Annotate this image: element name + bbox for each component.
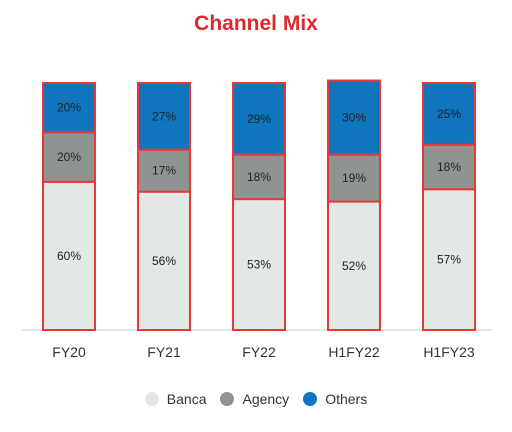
data-label-agency-h1fy23: 18% [437,160,461,174]
data-label-agency-fy20: 20% [57,150,81,164]
bar-segment-banca-fy22 [232,198,286,331]
bar-segment-banca-fy20 [42,180,96,331]
bar-segment-agency-fy22 [232,153,286,201]
legend-item-agency: Agency [220,391,289,407]
x-tick-label-h1fy22: H1FY22 [328,344,380,360]
legend-label-agency: Agency [242,391,290,407]
bar-segment-agency-fy21 [137,148,191,193]
data-label-agency-fy21: 17% [152,164,176,178]
data-label-others-fy21: 27% [152,109,176,123]
data-label-others-fy20: 20% [57,101,81,115]
legend-swatch-banca [144,392,159,406]
data-label-banca-fy20: 60% [57,249,81,263]
bar-segment-agency-h1fy23 [422,143,476,191]
x-tick-label-fy21: FY21 [147,344,181,360]
x-tick-label-h1fy23: H1FY23 [423,344,475,360]
bar-segment-others-fy20 [42,82,96,134]
data-label-banca-h1fy23: 57% [437,253,461,267]
data-label-banca-fy22: 53% [247,258,271,272]
legend-item-others: Others [303,391,367,407]
bar-segment-others-fy22 [232,82,286,156]
legend-label-others: Others [325,391,368,407]
data-label-agency-fy22: 18% [247,170,271,184]
data-label-others-h1fy22: 30% [342,111,366,125]
legend-label-banca: Banca [166,391,207,407]
x-tick-label-fy20: FY20 [52,344,86,360]
data-label-agency-h1fy22: 19% [342,171,366,185]
data-label-others-h1fy23: 25% [437,107,461,121]
legend-swatch-others [303,392,318,406]
bar-segment-banca-fy21 [137,190,191,331]
bar-segment-banca-h1fy22 [327,200,381,331]
bar-segment-agency-h1fy22 [327,153,381,203]
data-label-others-fy22: 29% [247,112,271,126]
chart-legend: Banca Agency Others [0,391,512,407]
data-label-banca-fy21: 56% [152,254,176,268]
bar-segment-others-h1fy22 [327,79,381,156]
bar-segment-banca-h1fy23 [422,188,476,331]
legend-swatch-agency [220,392,235,406]
legend-item-banca: Banca [144,391,207,407]
data-label-banca-h1fy22: 52% [342,259,366,273]
x-tick-label-fy22: FY22 [242,344,276,360]
bar-segment-others-fy21 [137,82,191,151]
chart-title: Channel Mix [194,12,318,35]
bar-segment-others-h1fy23 [422,82,476,146]
bar-segment-agency-fy20 [42,131,96,183]
